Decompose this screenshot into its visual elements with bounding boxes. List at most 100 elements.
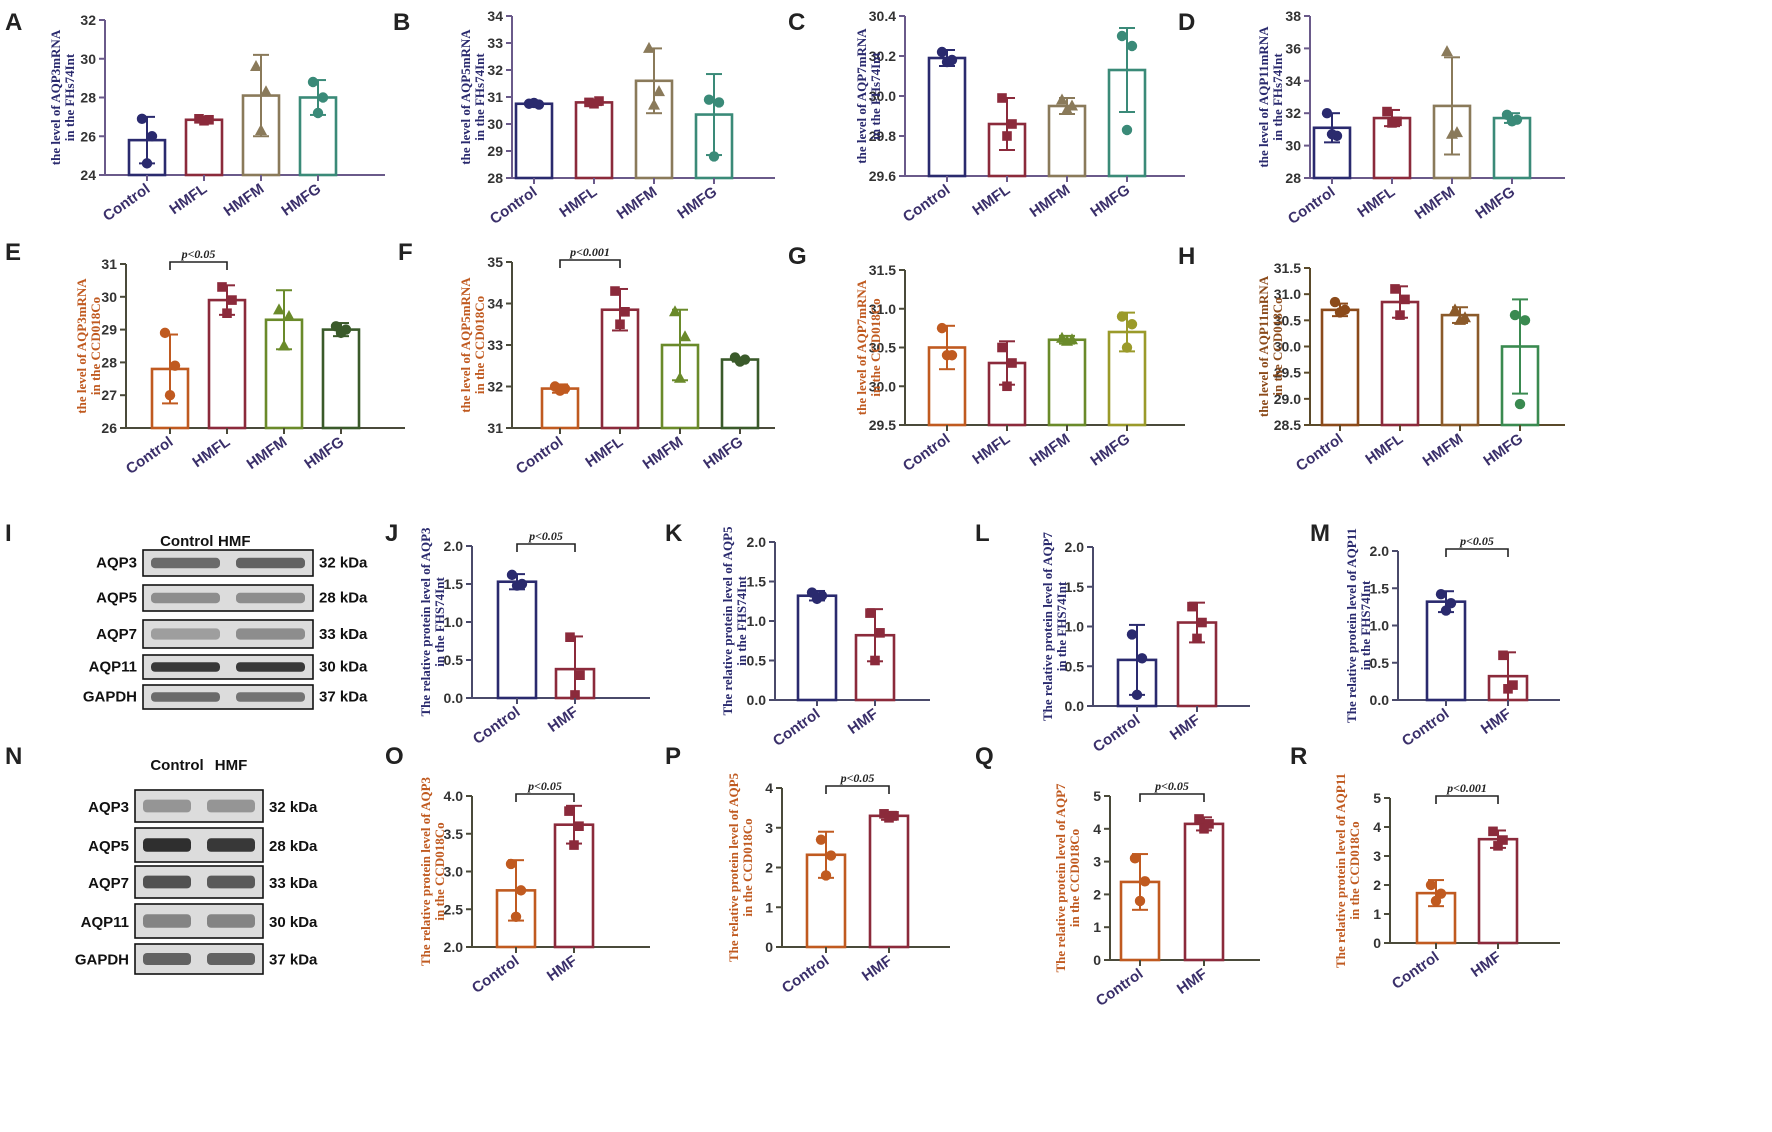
data-point: [669, 305, 681, 317]
category-label: HMFL: [1354, 183, 1398, 221]
chart-panel-o: O 2.0 2.5 3.0 3.5 4.0 The relative protein lev…: [385, 743, 650, 997]
data-point: [1435, 888, 1447, 899]
y-tick-label: 4.0: [444, 788, 464, 804]
data-point: [1392, 116, 1402, 127]
category-label: HMFG: [1087, 430, 1133, 469]
y-tick-label: 1.0: [1065, 619, 1085, 635]
y-tick-label: 0: [1373, 935, 1381, 951]
data-point: [865, 608, 875, 618]
category-label: HMFM: [614, 183, 661, 223]
y-tick-label: 27: [101, 387, 117, 403]
y-axis-label: in the CCD018Co: [472, 296, 487, 394]
y-tick-label: 31: [487, 89, 503, 105]
y-axis-label: the level of AQP7mRNA: [854, 28, 869, 164]
data-point: [1126, 319, 1138, 330]
category-label: HMFL: [189, 433, 233, 471]
category-label: Control: [900, 430, 953, 475]
panel-letter: D: [1178, 9, 1195, 36]
category-label: Control: [1293, 430, 1346, 475]
data-point: [1430, 895, 1442, 907]
y-tick-label: 4: [1093, 821, 1101, 837]
data-point: [589, 98, 599, 109]
bar: [184, 118, 224, 177]
blot-size-label: 37 kDa: [269, 951, 318, 968]
data-point: [255, 123, 267, 135]
y-tick-label: 29.6: [869, 168, 896, 184]
y-tick-label: 34: [487, 8, 503, 24]
category-label: Control: [100, 180, 153, 225]
data-point: [1440, 605, 1452, 616]
data-point: [1454, 313, 1466, 325]
category-label: HMFG: [700, 433, 746, 472]
chart-panel-j: J 0.0 0.5 1.0 1.5 2.0 The relative protein lev…: [385, 520, 650, 748]
data-point: [1002, 131, 1012, 141]
y-tick-label: 2.0: [444, 939, 464, 955]
y-tick-label: 30: [101, 289, 117, 305]
category-label: Control: [770, 705, 823, 750]
y-tick-label: 24: [80, 167, 96, 183]
data-point: [273, 303, 285, 315]
category-label: HMFL: [1362, 430, 1406, 468]
significance-bracket: [825, 785, 890, 794]
y-tick-label: 2.0: [1065, 539, 1085, 555]
data-point: [1199, 824, 1209, 834]
y-tick-label: 0: [1093, 952, 1101, 968]
category-label: HMFG: [1480, 430, 1526, 469]
y-tick-label: 36: [1285, 40, 1301, 56]
blot-band: [236, 628, 305, 640]
y-tick-label: 31: [487, 420, 503, 436]
y-tick-label: 32: [80, 12, 96, 28]
data-point: [825, 850, 837, 861]
y-axis-label: in the CCD018Co: [1347, 821, 1362, 919]
data-point: [569, 840, 579, 850]
data-point: [941, 56, 953, 68]
data-point: [1519, 315, 1531, 326]
y-axis-label: the level of AQP3mRNA: [48, 29, 63, 165]
y-tick-label: 31.5: [869, 262, 896, 278]
blot-protein-label: GAPDH: [83, 688, 137, 705]
y-axis-label: in the FHs74Int: [1270, 53, 1285, 141]
data-point: [648, 98, 660, 110]
chart-panel-l: L 0.0 0.5 1.0 1.5 2.0 The relative protein lev…: [975, 520, 1250, 756]
y-axis-label: The relative protein level of AQP7: [1040, 531, 1055, 721]
y-tick-label: 30.0: [869, 378, 896, 394]
data-point: [1508, 680, 1518, 690]
bar: [1047, 104, 1087, 178]
data-point: [564, 806, 574, 816]
y-tick-label: 30: [487, 116, 503, 132]
data-point: [936, 46, 948, 58]
blot-lane-header: HMF: [218, 533, 251, 550]
y-tick-label: 1.5: [747, 574, 767, 590]
category-label: HMFG: [674, 183, 720, 222]
category-label: HMF: [1468, 948, 1504, 981]
y-tick-label: 5: [1093, 788, 1101, 804]
category-label: HMF: [1478, 705, 1514, 738]
data-point: [574, 821, 584, 831]
data-point: [620, 307, 630, 317]
blot-band: [151, 628, 220, 640]
panel-letter: J: [385, 520, 398, 547]
y-axis-label: The relative protein level of AQP5: [720, 526, 735, 716]
significance-bracket: [1139, 793, 1205, 802]
y-axis-label: the level of AQP5mRNA: [458, 277, 473, 413]
blot-band: [151, 557, 220, 569]
panel-letter: N: [5, 743, 22, 770]
chart-panel-e: E 26 27 28 29 30 31 the level of AQP3mRNA in the…: [5, 239, 405, 478]
y-axis-label: the level of AQP7mRNA: [854, 279, 869, 415]
y-axis-label: The relative protein level of AQP3: [418, 527, 433, 717]
y-tick-label: 2.0: [747, 534, 767, 550]
bar: [796, 594, 838, 702]
category-label: HMFL: [969, 430, 1013, 468]
blot-band: [143, 953, 191, 965]
category-label: Control: [1399, 705, 1452, 750]
data-point: [1435, 589, 1447, 600]
bar: [1440, 313, 1480, 427]
data-point: [1387, 118, 1397, 128]
chart-panel-q: Q 0 1 2 3 4 5 The relative protein level of AQP…: [975, 743, 1260, 1010]
y-tick-label: 2: [1373, 877, 1381, 893]
significance-bracket: [1445, 548, 1509, 557]
data-point: [1139, 876, 1151, 887]
blot-band: [151, 662, 220, 672]
